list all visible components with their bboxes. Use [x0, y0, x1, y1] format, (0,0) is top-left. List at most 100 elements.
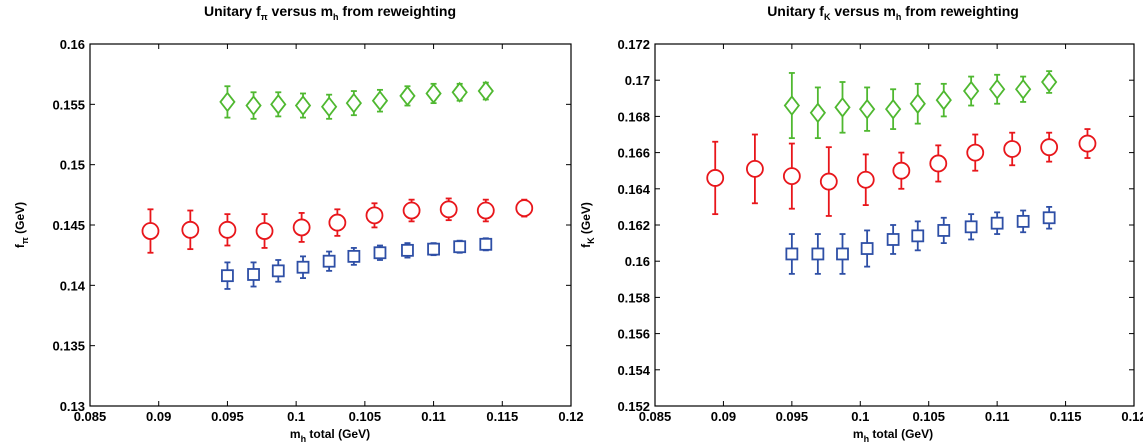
- x-tick-label: 0.12: [1121, 409, 1143, 424]
- x-ticks: 0.085 0.09 0.095 0.1 0.105 0.11 0.115 0.12: [639, 44, 1143, 424]
- data-point: [453, 240, 467, 254]
- data-point: [929, 154, 948, 173]
- data-point: [1078, 134, 1097, 153]
- data-point: [858, 98, 876, 120]
- data-point: [477, 80, 494, 102]
- data-point: [989, 78, 1006, 100]
- data-point: [962, 80, 980, 102]
- data-point: [181, 220, 200, 239]
- data-point: [320, 96, 338, 118]
- data-point: [401, 243, 414, 257]
- data-point: [1042, 211, 1056, 225]
- y-tick-label: 0.166: [617, 146, 650, 161]
- data-point: [1015, 78, 1032, 100]
- y-tick-label: 0.13: [60, 399, 85, 414]
- data-point: [271, 264, 285, 278]
- data-point: [365, 206, 384, 225]
- series-diamond: [783, 70, 1058, 140]
- data-point: [966, 143, 985, 162]
- chart-title: Unitary fK versus mh from reweighting: [767, 3, 1019, 22]
- y-tick-label: 0.168: [617, 109, 650, 124]
- x-axis-label: mh total (GeV): [290, 427, 370, 444]
- y-axis-label: fπ (GeV): [13, 202, 30, 248]
- data-point: [1040, 138, 1059, 157]
- data-point: [221, 269, 234, 283]
- data-point: [937, 224, 951, 237]
- data-point: [439, 200, 458, 219]
- x-axis-label: mh total (GeV): [853, 427, 933, 444]
- data-point: [451, 81, 468, 103]
- data-point: [909, 93, 926, 115]
- y-tick-label: 0.158: [617, 290, 650, 305]
- data-point: [427, 242, 440, 256]
- x-tick-label: 0.09: [146, 409, 171, 424]
- x-tick-label: 0.105: [349, 409, 382, 424]
- data-point: [425, 83, 442, 104]
- series-square: [785, 205, 1056, 275]
- data-point: [296, 260, 310, 274]
- x-tick-label: 0.09: [711, 409, 736, 424]
- data-point: [1016, 214, 1030, 228]
- data-point: [245, 95, 262, 117]
- x-tick-label: 0.11: [985, 409, 1010, 424]
- series-circle: [141, 197, 534, 254]
- y-tick-label: 0.162: [617, 218, 650, 233]
- x-tick-label: 0.085: [74, 409, 107, 424]
- x-tick-label: 0.095: [776, 409, 809, 424]
- data-point: [809, 102, 827, 124]
- y-tick-label: 0.145: [52, 218, 85, 233]
- y-tick-label: 0.164: [617, 182, 650, 197]
- chart-left: Unitary fπ versus mh from reweighting mh…: [13, 3, 584, 444]
- data-series: [141, 80, 534, 290]
- data-point: [1041, 71, 1058, 93]
- y-tick-label: 0.172: [617, 37, 650, 52]
- data-point: [935, 89, 952, 111]
- x-tick-label: 0.1: [287, 409, 305, 424]
- data-point: [476, 201, 495, 220]
- data-point: [294, 95, 312, 117]
- y-tick-label: 0.14: [60, 278, 86, 293]
- x-tick-label: 0.115: [486, 409, 518, 424]
- data-point: [884, 98, 902, 120]
- data-point: [1003, 140, 1022, 158]
- data-point: [373, 246, 387, 260]
- y-tick-label: 0.152: [617, 399, 650, 414]
- y-ticks: 0.13 0.135 0.14 0.145 0.15 0.155 0.16: [52, 37, 571, 414]
- data-point: [247, 268, 260, 281]
- data-point: [328, 213, 347, 232]
- data-point: [706, 169, 725, 187]
- data-point: [860, 242, 874, 255]
- data-point: [141, 222, 160, 240]
- data-series: [706, 70, 1097, 275]
- data-point: [399, 85, 416, 107]
- x-ticks: 0.085 0.09 0.095 0.1 0.105 0.11 0.115 0.12: [74, 44, 584, 424]
- x-tick-label: 0.1: [851, 409, 869, 424]
- data-point: [270, 93, 287, 115]
- data-point: [255, 222, 274, 240]
- data-point: [856, 170, 875, 189]
- y-tick-label: 0.16: [625, 254, 650, 269]
- data-point: [782, 167, 801, 186]
- data-point: [836, 247, 849, 261]
- y-tick-label: 0.16: [60, 37, 85, 52]
- x-tick-label: 0.085: [639, 409, 672, 424]
- data-point: [886, 233, 900, 246]
- data-point: [819, 172, 838, 191]
- y-tick-label: 0.154: [617, 363, 650, 378]
- data-point: [746, 159, 764, 178]
- data-point: [218, 220, 237, 239]
- data-point: [371, 90, 389, 112]
- y-axis-label: fK (GeV): [579, 202, 596, 248]
- data-point: [785, 247, 799, 261]
- y-tick-label: 0.15: [60, 158, 85, 173]
- data-point: [347, 249, 361, 263]
- series-diamond: [219, 80, 494, 120]
- y-tick-label: 0.135: [52, 339, 85, 354]
- x-tick-label: 0.095: [211, 409, 244, 424]
- data-point: [892, 161, 911, 180]
- data-point: [811, 247, 825, 261]
- x-tick-label: 0.115: [1050, 409, 1082, 424]
- y-tick-label: 0.155: [52, 97, 85, 112]
- data-point: [402, 201, 421, 220]
